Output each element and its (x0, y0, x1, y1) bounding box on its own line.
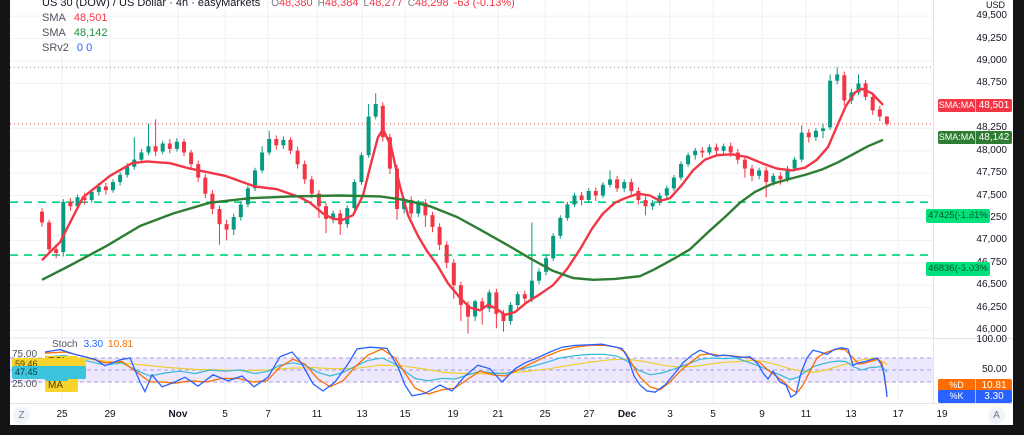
date-tick: 5 (710, 409, 716, 420)
price-tick: 48,250 (976, 122, 1007, 133)
ohlc-key: O (271, 0, 279, 9)
price-tick: 46,500 (976, 279, 1007, 290)
chart-widget: US 30 (DOW) / US Dollar · 4h · easyMarke… (10, 0, 1013, 425)
date-tick: 19 (447, 409, 459, 420)
date-tick: Dec (617, 409, 637, 420)
symbol-title[interactable]: US 30 (DOW) / US Dollar · 4h · easyMarke… (42, 0, 261, 9)
srv2-row: SRv2 0 0 (42, 41, 515, 56)
date-tick: 15 (399, 409, 411, 420)
ohlc-value: 48,384 (324, 0, 359, 9)
rsi-line (44, 353, 888, 382)
level-label: 47425(-1.81% (926, 209, 990, 223)
date-tick: 29 (104, 409, 116, 420)
auto-scale-button[interactable]: A (988, 407, 1005, 424)
sma-fast-value: 48,501 (73, 12, 108, 24)
date-tick: 9 (759, 409, 765, 420)
stoch-k-pill: %K 3.30 (938, 390, 1012, 403)
ohlc-key: L (363, 0, 370, 9)
date-tick: 25 (56, 409, 68, 420)
price-tick: 46,750 (976, 257, 1007, 268)
currency-label: USD (985, 0, 1005, 9)
date-tick: 25 (539, 409, 551, 420)
pane-separator[interactable] (934, 338, 1013, 339)
ohlc-value: 48,298 (415, 0, 449, 9)
sma-slow-line (41, 138, 884, 281)
ma-price-pill: SMA:MA 48,142 (938, 131, 1012, 144)
stoch-label[interactable]: Stoch (52, 339, 78, 350)
date-tick: 17 (892, 409, 904, 420)
sub-scale-label: 75.00 (12, 349, 38, 360)
candlestick-series (40, 67, 889, 334)
price-tick: 47,000 (976, 234, 1007, 245)
level-label: 46836(-3.03% (926, 262, 990, 276)
main-legend: US 30 (DOW) / US Dollar · 4h · easyMarke… (42, 0, 515, 56)
stoch-k-line (44, 343, 888, 398)
price-tick: 47,500 (976, 190, 1007, 201)
sma-slow-row: SMA 48,142 (42, 26, 515, 41)
date-tick: 5 (222, 409, 228, 420)
sma-fast-label[interactable]: SMA (42, 12, 66, 24)
srv2-value: 0 0 (76, 42, 93, 54)
time-axis[interactable]: Z A 25 29 Nov 5 7 11 13 15 19 21 25 27 Dec 3 5 9 11 13 17 1… (10, 403, 1013, 425)
price-tick: 49,000 (976, 55, 1007, 66)
date-tick: 3 (667, 409, 673, 420)
stoch-k-value: 3.30 (83, 339, 104, 350)
sma-fast-row: SMA 48,501 (42, 11, 515, 26)
date-tick: 21 (492, 409, 504, 420)
ohlc-key: H (317, 0, 325, 9)
stoch-d-value: 10.81 (108, 339, 134, 350)
price-axis[interactable]: USD 49,500 49,250 49,000 48,750 48,250 48,000… (926, 0, 1013, 403)
stoch-rsi-pane (10, 343, 933, 398)
price-tick: 48,000 (976, 145, 1007, 156)
sub-tick: 100.00 (976, 334, 1007, 345)
price-tick: 49,250 (976, 33, 1007, 44)
price-tick: 48,750 (976, 77, 1007, 88)
ohlc-key: C (407, 0, 415, 9)
symbol-row: US 30 (DOW) / US Dollar · 4h · easyMarke… (42, 0, 515, 11)
sub-scale-label: 47.45 (12, 366, 86, 379)
srv2-label[interactable]: SRv2 (42, 42, 69, 54)
sma-slow-value: 48,142 (73, 27, 108, 39)
date-tick: Nov (168, 409, 188, 420)
sub-scale-label: 25.00 (12, 379, 38, 390)
ohlc-value: 48,380 (279, 0, 313, 9)
date-tick: 11 (800, 409, 812, 420)
price-tick: 47,750 (976, 167, 1007, 178)
date-tick: 7 (265, 409, 271, 420)
ohlc-value: 48,277 (369, 0, 403, 9)
timezone-button[interactable]: Z (13, 407, 30, 424)
date-tick: 27 (583, 409, 595, 420)
change-value: -63 (-0.13%) (453, 0, 515, 9)
date-tick: 13 (356, 409, 368, 420)
date-tick: 11 (311, 409, 323, 420)
date-tick: 19 (936, 409, 948, 420)
price-tick: 49,500 (976, 10, 1007, 21)
price-tick: 46,250 (976, 302, 1007, 313)
sub-tick: 50.00 (981, 364, 1007, 375)
chart-canvas[interactable] (10, 0, 933, 403)
stoch-legend-row: Stoch 3.30 10.81 (52, 339, 133, 350)
price-tick: 47,250 (976, 212, 1007, 223)
sma-slow-label[interactable]: SMA (42, 27, 66, 39)
price-tick: 46,000 (976, 324, 1007, 335)
stoch-d-pill: %D 10.81 (938, 379, 1012, 392)
ohlc-values: O48,380 H48,384 L48,277 C48,298 (266, 0, 448, 9)
date-tick: 13 (845, 409, 857, 420)
ma-price-pill: SMA:MA 48,501 (938, 99, 1012, 112)
